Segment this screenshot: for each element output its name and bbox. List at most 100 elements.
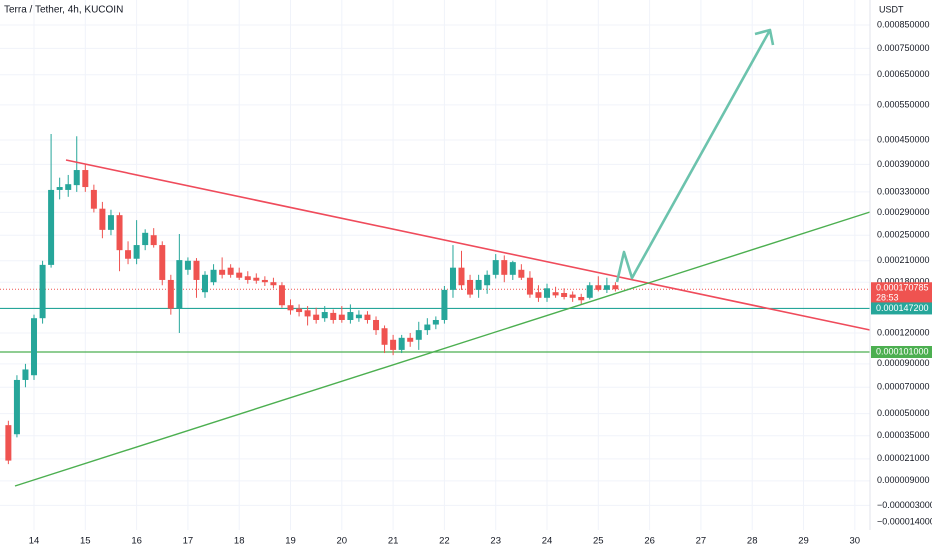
candle-body [82,170,89,188]
candle-body [253,277,260,281]
candle-body [5,425,12,461]
y-tick-label: 0.000850000 [877,19,930,29]
resistance-trendline [65,159,871,331]
y-tick-label: 0.000035000 [877,430,930,440]
candle-body [364,314,371,320]
candle-body [561,292,568,297]
candle-body [381,328,388,345]
candle-body [193,260,200,280]
y-tick-label: 0.000009000 [877,475,930,485]
candle-body [56,187,63,190]
candle-body [509,262,516,275]
x-tick-label: 30 [850,536,861,547]
candle-body [219,269,226,275]
x-tick-label: 25 [593,536,604,547]
candle-body [355,314,362,319]
candle-body [492,260,499,275]
x-tick-label: 26 [644,536,655,547]
y-tick-label: 0.000021000 [877,453,930,463]
x-tick-label: 24 [542,536,553,547]
y-tick-label: 0.000290000 [877,207,930,217]
y-tick-label: 0.000550000 [877,99,930,109]
y-tick-label: −0.000003000 [877,500,932,510]
candle-body [313,314,320,320]
candle-body [201,274,208,293]
candle-body [31,318,38,376]
candle-body [578,296,585,301]
candle-body [612,285,619,290]
candle-body [449,267,456,290]
current-price-label: 0.000170785 [876,283,929,293]
candle-body [107,215,114,230]
x-tick-label: 28 [747,536,758,547]
x-tick-label: 27 [696,536,707,547]
candle-body [526,277,533,295]
y-tick-label: 0.000450000 [877,134,930,144]
candle-body [304,310,311,317]
y-tick-label: 0.000390000 [877,159,930,169]
candle-body [150,235,157,246]
candle-body [99,208,106,230]
x-tick-label: 19 [285,536,296,547]
x-tick-label: 23 [490,536,501,547]
price-line-label: 0.000101000 [876,346,929,356]
chart-title: Terra / Tether, 4h, KUCOIN [4,5,123,16]
forecast-arrow-head [754,28,775,46]
x-tick-label: 20 [337,536,348,547]
candle-body [13,379,20,435]
candle-body [518,269,525,278]
price-line-box [871,345,932,358]
candle-body [90,189,97,209]
y-tick-label: 0.000330000 [877,186,930,196]
candle-body [22,369,29,380]
x-tick-label: 17 [183,536,194,547]
y-tick-label: 0.000180000 [877,277,930,287]
countdown-label: 28:53 [876,293,899,303]
candle-body [287,305,294,311]
candle-body [595,285,602,290]
y-tick-label: 0.000120000 [877,327,930,337]
candle-body [210,269,217,283]
candle-body [501,260,508,275]
x-tick-label: 15 [80,536,91,547]
candle-body [330,312,337,320]
candle-body [65,184,72,190]
candle-body [390,339,397,350]
candle-body [475,279,482,290]
y-tick-label: 0.000210000 [877,255,930,265]
candle-body [441,289,448,320]
candle-body [159,245,166,280]
support-trendline [14,211,871,487]
candle-body [432,319,439,325]
y-tick-label: 0.000250000 [877,230,930,240]
candle-body [125,250,132,259]
candle-body [278,285,285,306]
x-tick-label: 29 [798,536,809,547]
candle-body [321,312,328,319]
candle-body [48,189,55,265]
candle-body [116,215,123,251]
y-tick-label: 0.000750000 [877,43,930,53]
candle-body [458,267,465,286]
candle-body [424,324,431,331]
candle-body [484,274,491,286]
candle-body [347,312,354,320]
candle-body [227,267,234,275]
candle-body [586,285,593,298]
candle-body [142,232,149,246]
candle-body [544,288,551,298]
candle-body [569,294,576,298]
grid [0,0,870,530]
candle-body [176,260,183,309]
price-line-label: 0.000147200 [876,303,929,313]
candles [5,134,619,465]
candle-body [270,282,277,286]
candle-body [467,279,474,295]
candle-body [552,292,559,296]
forecast-arrow [615,29,772,283]
candle-body [167,279,174,309]
candle-body [39,264,46,319]
